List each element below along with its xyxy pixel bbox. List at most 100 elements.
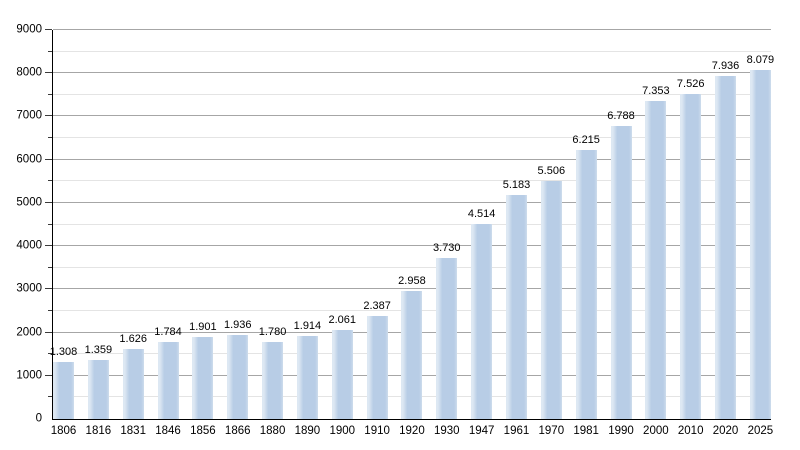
x-axis-tick-label: 1961 bbox=[503, 425, 530, 437]
minor-gridline bbox=[53, 137, 771, 139]
y-axis-tick bbox=[48, 353, 52, 355]
bar-value-label: 2.958 bbox=[398, 275, 426, 288]
bar-slot: 7.936 2020 bbox=[712, 30, 740, 437]
bar-slot: 1.359 1816 bbox=[85, 30, 113, 437]
x-axis-tick-label: 1816 bbox=[85, 425, 112, 437]
bar-value-label: 6.788 bbox=[607, 109, 635, 122]
x-axis-tick-label: 1990 bbox=[608, 425, 634, 437]
bar bbox=[366, 315, 388, 419]
x-axis-tick-label: 1856 bbox=[190, 425, 216, 437]
bar-slot: 2.958 1920 bbox=[398, 30, 426, 437]
x-axis-tick-label: 1806 bbox=[50, 425, 77, 437]
bar-slot: 2.061 1900 bbox=[328, 30, 356, 436]
bar bbox=[505, 194, 527, 419]
bar bbox=[715, 76, 737, 419]
x-axis-tick-label: 1846 bbox=[155, 425, 181, 437]
bar bbox=[401, 291, 423, 419]
x-axis-tick-label: 1831 bbox=[120, 425, 146, 437]
bar-value-label: 1.936 bbox=[223, 319, 252, 332]
y-axis-tick-label: 1000 bbox=[16, 369, 42, 382]
bar bbox=[122, 348, 144, 419]
bar-value-label: 1.626 bbox=[119, 332, 147, 345]
y-axis-tick-label: 8000 bbox=[16, 66, 42, 79]
y-axis-tick-label: 5000 bbox=[16, 196, 42, 209]
bar bbox=[610, 125, 632, 419]
x-axis-tick-label: 1920 bbox=[399, 425, 425, 437]
x-axis-tick-label: 1900 bbox=[329, 425, 356, 437]
bar bbox=[680, 93, 702, 419]
x-axis-tick-label: 1880 bbox=[259, 425, 286, 437]
bar bbox=[436, 257, 458, 419]
bar bbox=[296, 336, 318, 419]
y-axis-tick bbox=[48, 93, 52, 95]
minor-gridline bbox=[53, 93, 771, 95]
bar-slot: 1.780 1880 bbox=[259, 30, 287, 437]
bar-value-label: 7.353 bbox=[642, 85, 670, 98]
bar bbox=[227, 335, 249, 419]
major-gridline bbox=[53, 115, 771, 117]
y-axis-tick bbox=[48, 396, 52, 398]
y-axis-tick-label: 9000 bbox=[16, 23, 42, 36]
bar-slot: 3.730 1930 bbox=[433, 30, 461, 436]
bar-value-label: 4.514 bbox=[467, 207, 496, 220]
major-gridline bbox=[53, 288, 771, 290]
y-axis-tick bbox=[48, 180, 52, 182]
bar-value-label: 5.506 bbox=[537, 165, 566, 178]
y-axis-tick bbox=[45, 374, 52, 376]
x-axis-tick-label: 1866 bbox=[224, 425, 251, 437]
bar bbox=[471, 223, 493, 419]
bar-slot: 1.936 1866 bbox=[224, 30, 252, 437]
y-axis-tick-label: 4000 bbox=[16, 239, 42, 252]
x-axis-tick-label: 2025 bbox=[747, 425, 774, 437]
y-axis-tick bbox=[45, 245, 52, 247]
x-axis-tick-label: 1910 bbox=[364, 425, 390, 437]
y-axis-tick bbox=[48, 137, 52, 139]
x-axis-tick-label: 1970 bbox=[538, 425, 565, 437]
bar-slot: 6.788 1990 bbox=[607, 30, 635, 436]
bar-slot: 7.353 2000 bbox=[642, 30, 670, 437]
bar-slot: 1.901 1856 bbox=[189, 30, 217, 436]
major-gridline bbox=[53, 245, 771, 247]
minor-gridline bbox=[53, 223, 771, 225]
x-axis-tick-label: 2020 bbox=[712, 425, 739, 437]
bar bbox=[87, 360, 109, 419]
bar bbox=[645, 101, 667, 419]
bar bbox=[331, 329, 353, 419]
x-axis-tick-label: 1890 bbox=[294, 425, 321, 437]
x-axis-tick-label: 2010 bbox=[677, 425, 704, 437]
y-axis-tick bbox=[45, 201, 52, 203]
y-axis-tick bbox=[48, 50, 52, 52]
bar-value-label: 2.061 bbox=[328, 313, 357, 326]
y-axis-tick bbox=[48, 266, 52, 268]
bar bbox=[53, 362, 74, 419]
bar bbox=[749, 69, 771, 419]
y-axis-tick bbox=[45, 331, 52, 333]
bar bbox=[540, 181, 562, 419]
bar-value-label: 1.784 bbox=[154, 325, 182, 338]
y-axis-tick-label: 3000 bbox=[16, 282, 42, 295]
y-axis-tick bbox=[45, 158, 52, 160]
bar-value-label: 8.079 bbox=[746, 53, 775, 66]
y-axis-tick bbox=[45, 29, 52, 30]
bar-slot: 1.626 1831 bbox=[119, 30, 147, 436]
y-axis-tick bbox=[48, 309, 52, 311]
bar-slot: 6.215 1981 bbox=[572, 30, 600, 437]
x-axis-tick-label: 1947 bbox=[468, 425, 495, 437]
y-axis-tick bbox=[45, 115, 52, 117]
minor-gridline bbox=[53, 180, 771, 182]
bar-slot: 5.506 1970 bbox=[538, 30, 566, 437]
bar-value-label: 7.936 bbox=[711, 60, 740, 72]
bar-slot: 5.183 1961 bbox=[503, 30, 531, 436]
y-axis-tick bbox=[45, 288, 52, 290]
major-gridline bbox=[53, 158, 771, 160]
bar-slot: 1.784 1846 bbox=[154, 30, 182, 436]
bar-slot: 2.387 1910 bbox=[363, 30, 391, 436]
x-axis-tick-label: 2000 bbox=[643, 425, 669, 437]
bar-value-label: 5.183 bbox=[502, 178, 531, 191]
major-gridline bbox=[53, 29, 771, 30]
major-gridline bbox=[53, 201, 771, 203]
bar-value-label: 1.359 bbox=[84, 344, 113, 357]
bar-value-label: 1.780 bbox=[258, 326, 287, 339]
y-axis-tick-label: 6000 bbox=[16, 152, 42, 165]
